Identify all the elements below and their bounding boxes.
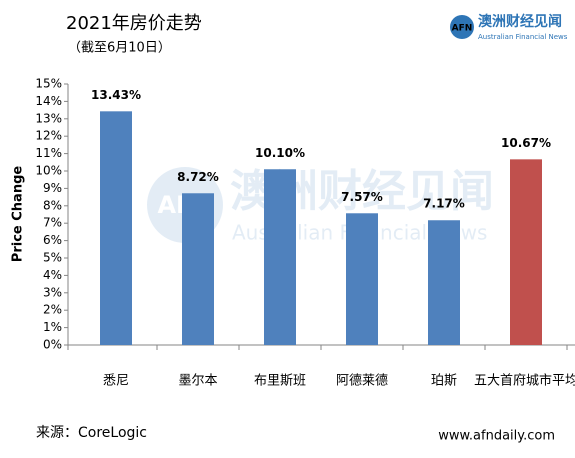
- y-tick-label: 14%: [35, 94, 62, 108]
- logo-badge: [450, 15, 474, 39]
- logo-name: 澳洲财经见闻: [478, 13, 562, 30]
- logo-mark: AFN: [452, 24, 473, 34]
- logo-name-en: Australian Financial News: [478, 33, 568, 41]
- x-tick-label: 悉尼: [103, 374, 129, 389]
- y-tick-label: 7%: [43, 216, 62, 230]
- chart-title: 2021年房价走势: [66, 13, 202, 34]
- value-label: 7.17%: [423, 197, 465, 211]
- value-label: 10.10%: [255, 146, 305, 160]
- y-tick-label: 3%: [43, 285, 62, 299]
- website: www.afndaily.com: [438, 429, 555, 444]
- y-tick-label: 5%: [43, 251, 62, 265]
- bar: [346, 213, 378, 345]
- value-label: 7.57%: [341, 190, 383, 204]
- y-tick-label: 11%: [35, 146, 62, 160]
- x-tick-label: 五大首府城市平均: [474, 373, 575, 389]
- x-tick-label: 珀斯: [431, 374, 457, 389]
- bar: [182, 193, 214, 345]
- value-label: 13.43%: [91, 88, 141, 102]
- y-tick-label: 15%: [35, 77, 62, 91]
- bar: [510, 159, 542, 345]
- bar: [428, 220, 460, 345]
- bar: [100, 111, 132, 346]
- y-tick-label: 13%: [35, 111, 62, 125]
- y-tick-label: 1%: [43, 320, 62, 334]
- value-label: 10.67%: [501, 136, 551, 150]
- y-tick-label: 10%: [35, 164, 62, 178]
- y-tick-label: 2%: [43, 303, 62, 317]
- y-tick-label: 8%: [43, 198, 62, 212]
- x-tick-label: 墨尔本: [178, 374, 217, 389]
- y-tick-label: 4%: [43, 268, 62, 282]
- x-tick-label: 阿德莱德: [336, 374, 388, 389]
- x-tick-label: 布里斯班: [254, 374, 306, 389]
- y-tick-label: 6%: [43, 233, 62, 247]
- y-tick-label: 12%: [35, 129, 62, 143]
- source: 来源：CoreLogic: [36, 425, 147, 441]
- y-axis-label: Price Change: [11, 166, 26, 263]
- value-label: 8.72%: [177, 170, 219, 184]
- bar: [264, 169, 296, 345]
- chart-subtitle: （截至6月10日）: [68, 41, 171, 56]
- y-tick-label: 9%: [43, 181, 62, 195]
- y-tick-label: 0%: [43, 338, 62, 352]
